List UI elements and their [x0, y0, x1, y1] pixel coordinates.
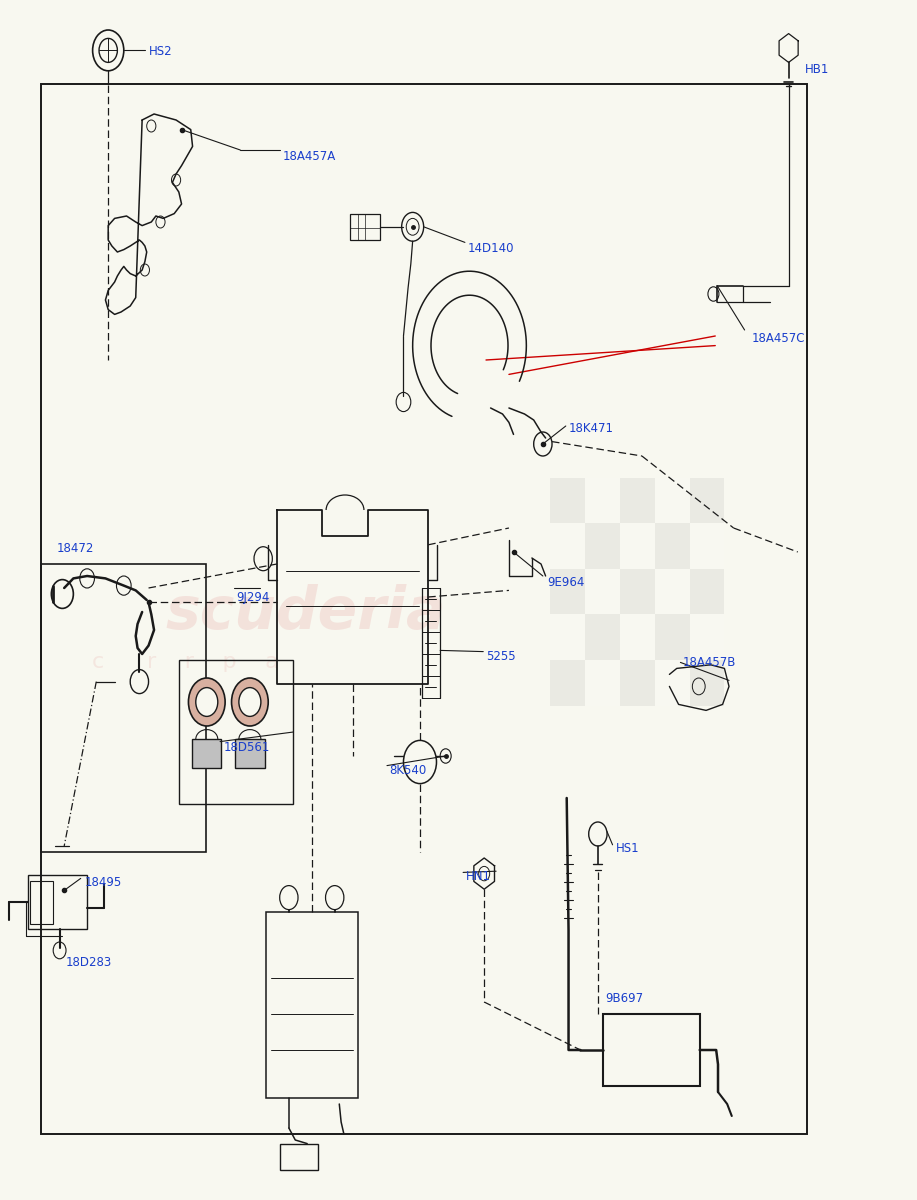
- Bar: [690, 614, 724, 660]
- Bar: [603, 1014, 700, 1086]
- Text: c      r    r    p    a: c r r p a: [92, 653, 279, 672]
- Bar: [30, 881, 53, 924]
- Bar: [550, 660, 585, 706]
- Bar: [550, 614, 585, 660]
- Bar: [655, 478, 690, 523]
- Bar: [655, 660, 690, 706]
- Bar: [655, 614, 690, 660]
- Circle shape: [196, 688, 217, 716]
- Bar: [280, 1144, 318, 1170]
- Bar: [235, 739, 264, 768]
- Bar: [28, 875, 87, 929]
- Bar: [655, 569, 690, 614]
- Circle shape: [238, 688, 261, 716]
- Text: 8K540: 8K540: [390, 764, 427, 776]
- Circle shape: [189, 678, 226, 726]
- Bar: [585, 478, 620, 523]
- Text: 18D283: 18D283: [66, 956, 112, 968]
- Bar: [350, 214, 380, 240]
- Bar: [179, 660, 293, 804]
- Bar: [41, 564, 206, 852]
- Bar: [585, 614, 620, 660]
- Bar: [585, 569, 620, 614]
- Text: 18A457C: 18A457C: [752, 332, 805, 344]
- Bar: [266, 912, 358, 1098]
- Text: 18A457A: 18A457A: [282, 150, 336, 162]
- Bar: [193, 739, 222, 768]
- Text: 18K471: 18K471: [569, 422, 613, 434]
- Bar: [690, 478, 724, 523]
- Text: scuderia: scuderia: [165, 583, 446, 641]
- Text: HN1: HN1: [466, 870, 491, 882]
- Text: HS2: HS2: [149, 46, 172, 58]
- Text: 18D561: 18D561: [224, 742, 271, 754]
- Text: 18A457B: 18A457B: [683, 656, 736, 668]
- Bar: [585, 660, 620, 706]
- Bar: [550, 523, 585, 569]
- Bar: [655, 523, 690, 569]
- Bar: [690, 523, 724, 569]
- Circle shape: [231, 678, 268, 726]
- Bar: [620, 614, 655, 660]
- Bar: [41, 84, 807, 1134]
- Bar: [550, 569, 585, 614]
- Bar: [620, 478, 655, 523]
- Bar: [550, 478, 585, 523]
- Text: 9J294: 9J294: [237, 592, 270, 604]
- Text: 18495: 18495: [84, 876, 122, 888]
- Text: 5255: 5255: [486, 650, 515, 662]
- Text: 9B697: 9B697: [605, 992, 644, 1004]
- Bar: [585, 523, 620, 569]
- Text: HS1: HS1: [616, 842, 640, 854]
- Bar: [620, 523, 655, 569]
- Text: HB1: HB1: [805, 64, 830, 76]
- Text: 18472: 18472: [57, 542, 94, 554]
- Text: 9E964: 9E964: [547, 576, 585, 588]
- Text: 14D140: 14D140: [468, 242, 514, 254]
- Bar: [690, 569, 724, 614]
- Bar: [620, 569, 655, 614]
- Bar: [620, 660, 655, 706]
- Bar: [690, 660, 724, 706]
